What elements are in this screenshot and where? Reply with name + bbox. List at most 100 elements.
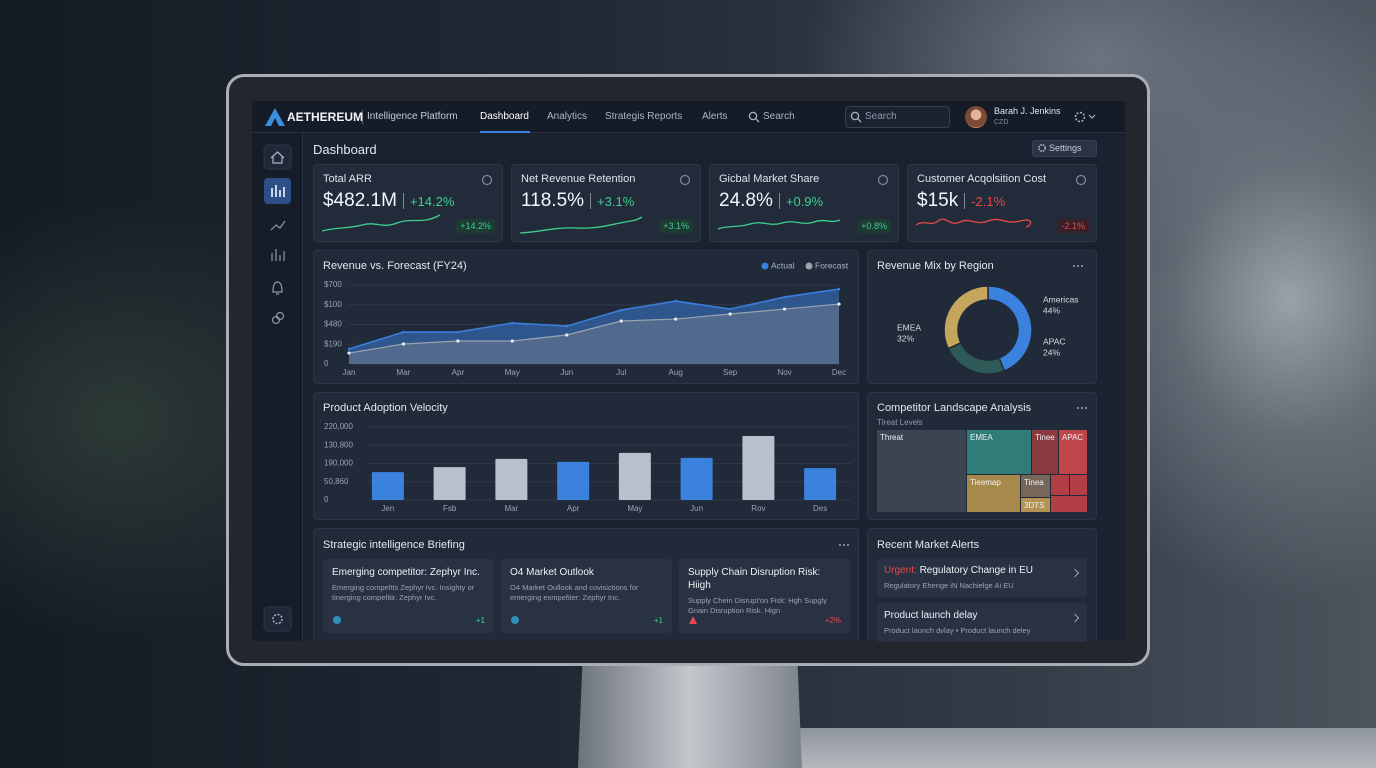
point [511, 321, 514, 325]
y-tick-label: $190 [324, 339, 342, 348]
y-tick-label: 0 [324, 495, 329, 504]
kpi-row: 118.5% +3.1% [521, 190, 634, 212]
treemap-label: Tinea [1024, 478, 1044, 487]
donut-segment [987, 285, 1033, 372]
briefing-card[interactable]: O4 Market Outlook O4 Market Oullook and c… [501, 559, 672, 633]
kpi-value: $482.1M [323, 190, 397, 211]
kpi-label: Customer Acqolsition Cost [917, 173, 1046, 185]
treemap-cell: EMEA [967, 430, 1031, 474]
more-menu[interactable] [838, 543, 850, 547]
panel-title: Recent Market Alerts [877, 539, 980, 551]
search-box[interactable] [845, 106, 950, 128]
kpi-badge: -2.1% [1057, 219, 1089, 233]
slice-label: Americas [1043, 294, 1078, 304]
sparkline [322, 214, 441, 232]
bar [371, 472, 404, 500]
user-menu[interactable] [1073, 110, 1097, 124]
point [565, 324, 569, 328]
line [348, 288, 840, 350]
y-tick-label: $480 [324, 320, 342, 329]
treemap-label: EMEA [970, 433, 993, 442]
kpi-label: Total ARR [323, 173, 372, 185]
card-icon [689, 616, 697, 624]
avatar[interactable] [965, 106, 987, 128]
kpi-badge: +14.2% [456, 219, 495, 233]
kpi-card: Total ARR $482.1M +14.2% +14.2% [313, 164, 503, 242]
panel-title: Strategic intelligence Briefing [323, 539, 465, 551]
legend-swatch [761, 262, 769, 270]
kpi-change: -2.1% [971, 193, 1006, 209]
treemap-cell [1070, 475, 1087, 495]
point [402, 330, 405, 334]
nav-item[interactable]: Analytics [547, 111, 588, 122]
settings-icon [1038, 144, 1046, 152]
kpi-row: $482.1M +14.2% [323, 190, 454, 212]
point [674, 299, 677, 303]
x-tick-label: May [505, 368, 520, 377]
treemap-label: 3DTS [1024, 501, 1045, 510]
point [401, 342, 406, 346]
point [619, 319, 623, 323]
point [565, 333, 569, 337]
kpi-info-icon[interactable] [1075, 174, 1087, 186]
line [348, 303, 840, 354]
treemap-label: APAC [1062, 433, 1084, 442]
point [347, 347, 351, 351]
x-tick-label: Aug [669, 368, 683, 377]
alert-item[interactable]: Product launch delay Product launch dvlay… [877, 603, 1087, 642]
revenue-panel: Revenue vs. Forecast (FY24) 0 $190 $480 $100… [313, 250, 859, 384]
kpi-value: 24.8% [719, 190, 773, 211]
treemap-cell: Threat [877, 430, 966, 512]
kpi-badge: +3.1% [659, 219, 693, 233]
settings-button[interactable] [1032, 140, 1097, 157]
slice-value: 44% [1043, 305, 1060, 315]
treemap-label: Threat [880, 433, 904, 442]
more-menu[interactable] [1076, 406, 1088, 410]
y-tick-label: 130,800 [324, 440, 353, 449]
treemap-cell [1051, 475, 1069, 495]
nav-item[interactable]: Alerts [702, 111, 728, 122]
user-name: Barah J. Jenkins [994, 106, 1061, 116]
card-title: Emerging competitor: Zephyr Inc. [332, 567, 480, 578]
donut-segment [943, 285, 989, 350]
chart-title: Product Adoption Velocity [323, 402, 448, 414]
briefing-card[interactable]: Emerging competitor: Zephyr Inc. Emerging… [323, 559, 494, 633]
slice-value: 24% [1043, 347, 1060, 357]
kpi-card: Customer Acqolsition Cost $15k -2.1% -2.1% [907, 164, 1097, 242]
kpi-info-icon[interactable] [481, 174, 493, 186]
kpi-divider [778, 193, 780, 209]
kpi-change: +14.2% [409, 193, 455, 209]
donut-segment [947, 341, 1006, 375]
chevron [1070, 568, 1080, 578]
alert-title: Product launch delay [884, 610, 977, 621]
card-icon [333, 616, 341, 624]
kpi-info-icon[interactable] [877, 174, 889, 186]
nav-item[interactable]: Dashboard [480, 111, 529, 122]
treemap-cell [1051, 496, 1087, 512]
point [456, 339, 460, 343]
nav-item[interactable]: Search [763, 111, 795, 122]
alert-body: Regulatory Ehenge iN Nachielge Ai EU [884, 581, 1014, 590]
kpi-value: 118.5% [521, 190, 585, 211]
bar [618, 452, 651, 500]
x-tick-label: Nov [777, 368, 791, 377]
y-tick-label: 0 [324, 359, 329, 368]
x-tick-label: Apr [452, 368, 465, 377]
kpi-info-icon[interactable] [679, 174, 691, 186]
briefing-card[interactable]: Supply Chain Disruption Risk: Hiigh Suppl… [679, 559, 850, 633]
card-body: O4 Market Oullook and covisictions for e… [510, 583, 639, 602]
kpi-divider [590, 193, 592, 209]
desk [800, 728, 1376, 768]
y-tick-label: $700 [324, 280, 342, 289]
region-panel: Revenue Mix by Region Americas 44% APAC 24% E… [867, 250, 1097, 384]
x-tick-label: Fsb [443, 504, 457, 513]
alert-item[interactable]: Urgent: Regulatory Change in EU Regulator… [877, 558, 1087, 597]
chevron [1070, 613, 1080, 623]
nav-item[interactable]: Strategis Reports [605, 111, 683, 122]
panel-subtitle: Tlreat Levels [877, 418, 923, 427]
point [456, 330, 460, 334]
sparkline [718, 219, 841, 230]
card-count: +1 [653, 616, 663, 625]
x-tick-label: Mar [504, 504, 518, 513]
alert-tag: Urgent: [884, 565, 917, 576]
